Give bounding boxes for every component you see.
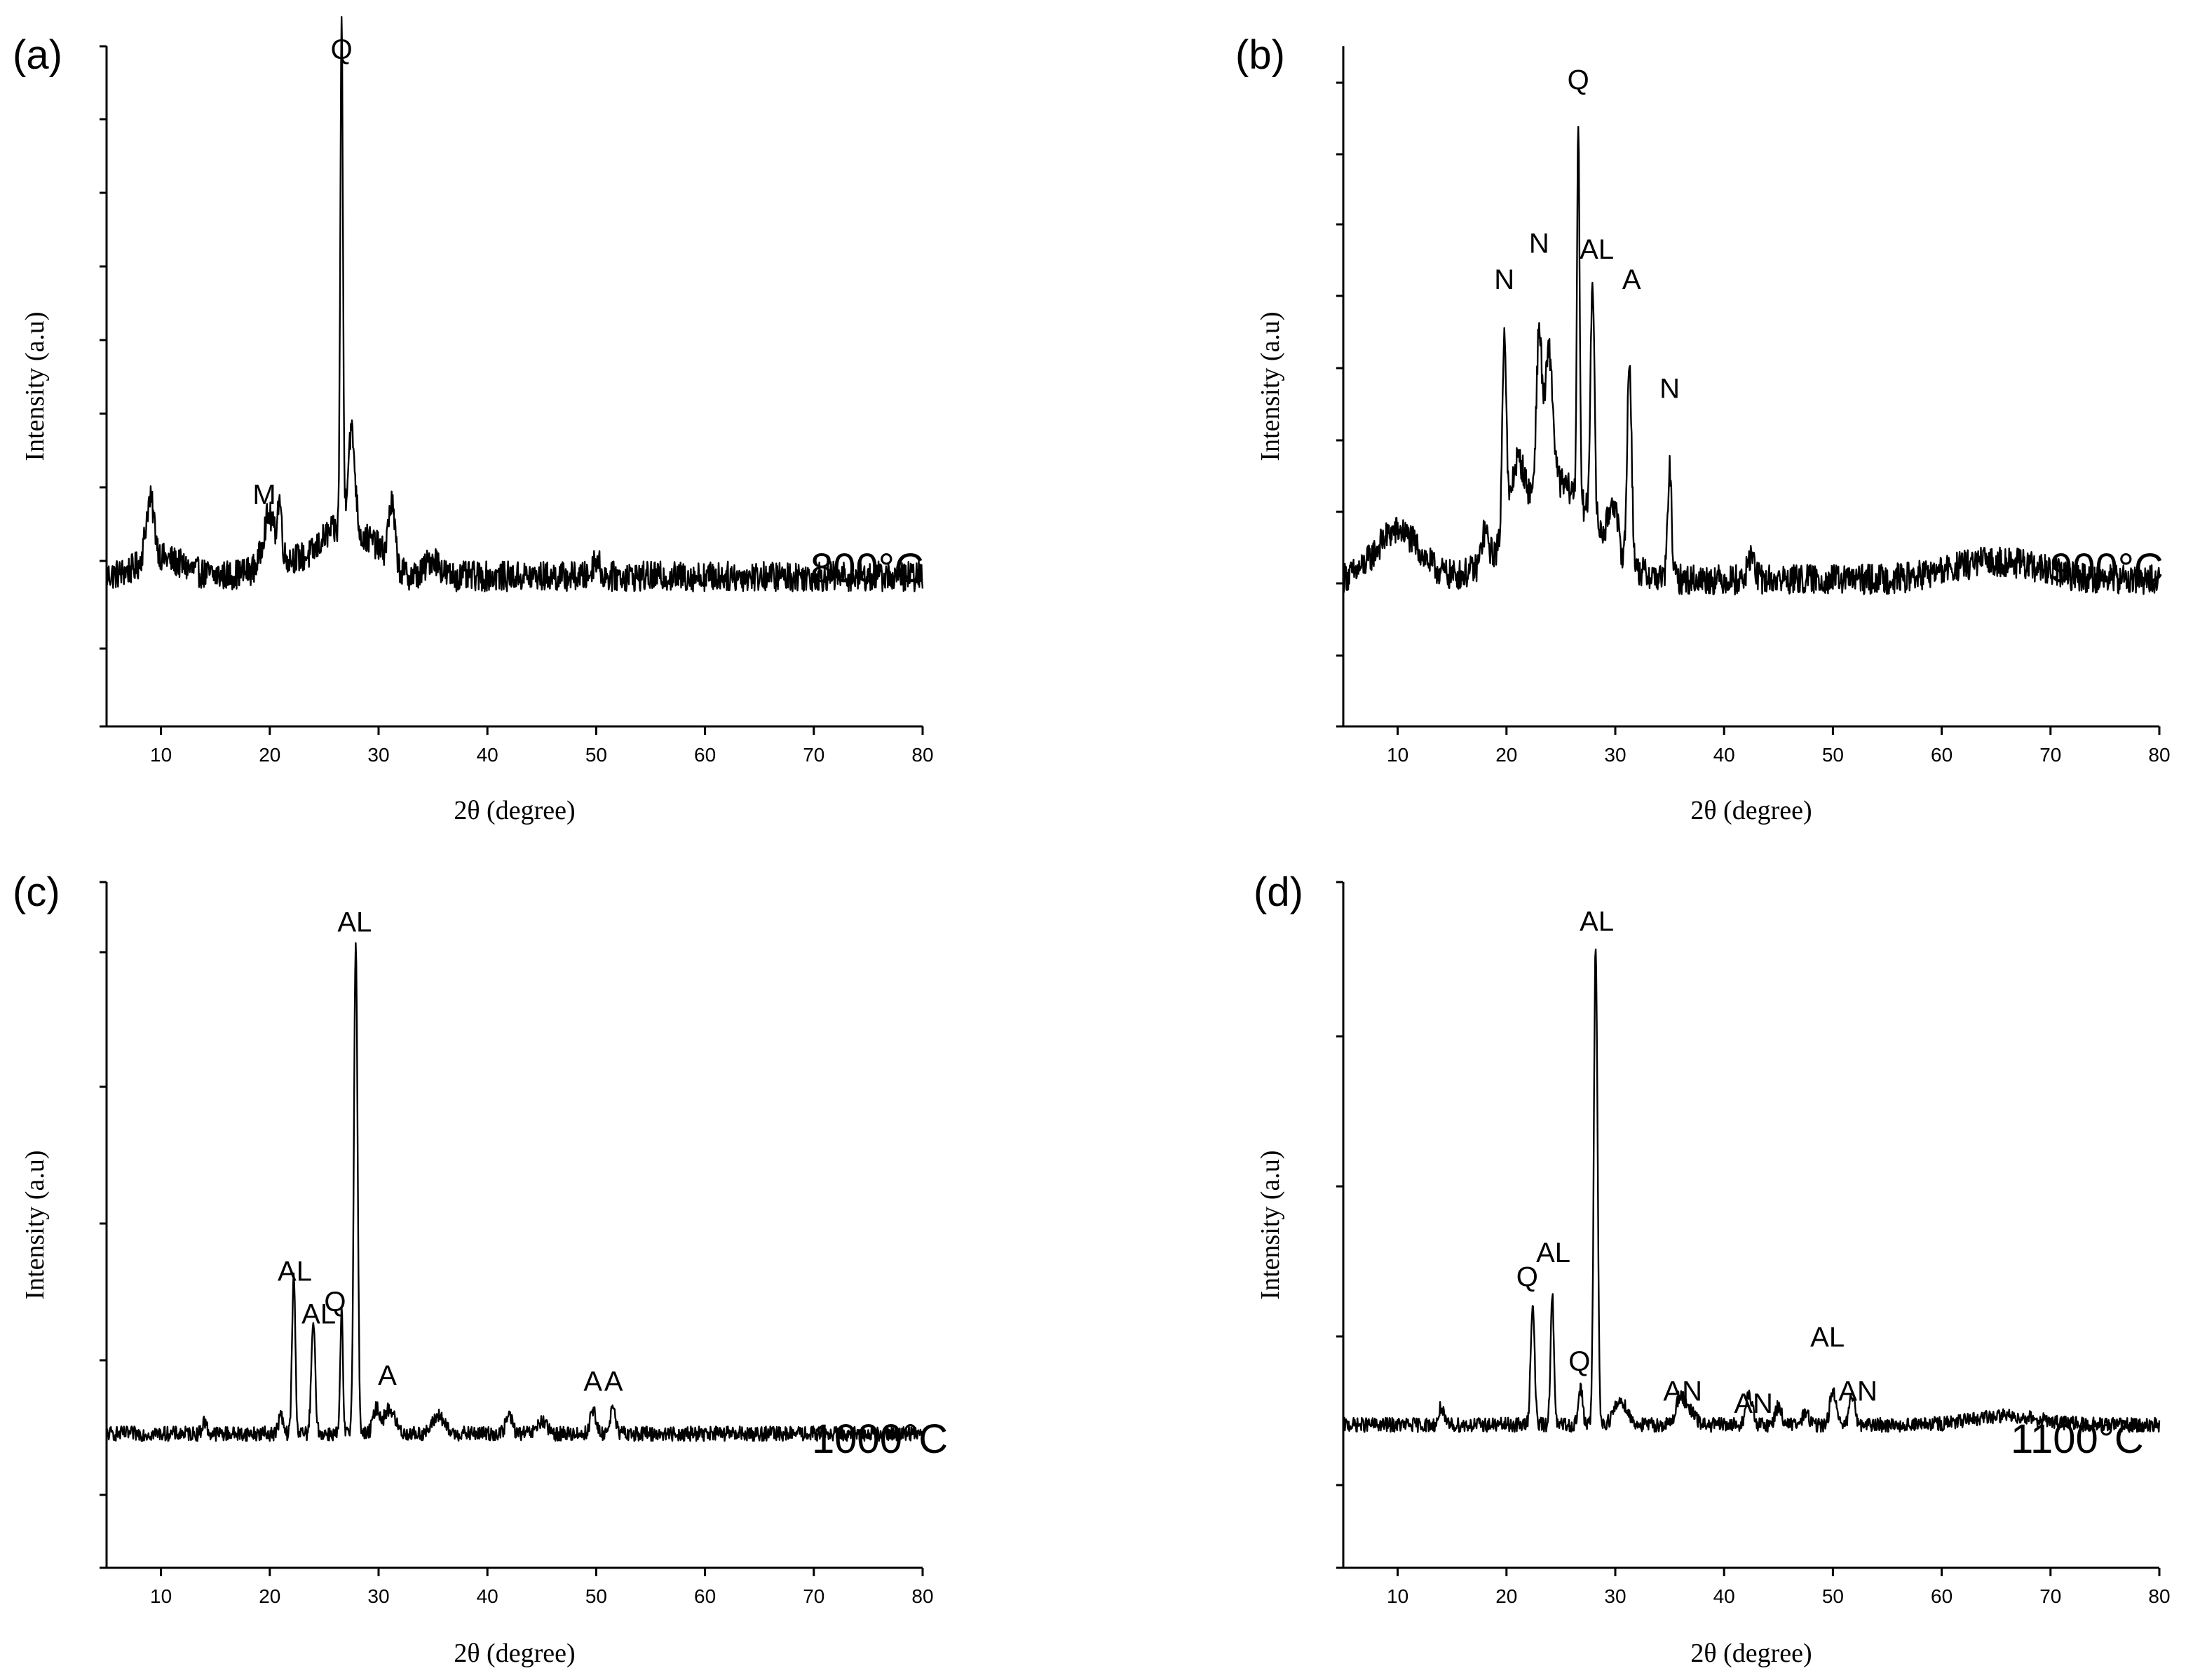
x-axis-title: 2θ (degree): [454, 1639, 575, 1668]
peak-label: N: [1659, 373, 1680, 404]
x-tick-label: 30: [1604, 1585, 1626, 1607]
x-tick-label: 10: [1387, 744, 1408, 766]
y-tick-marks: [100, 45, 107, 728]
x-tick-label: 40: [477, 1585, 498, 1607]
x-tick-label: 80: [911, 744, 933, 766]
x-tick-label: 30: [1604, 744, 1626, 766]
x-ticks: 10 20 30 40 50 60 70 80: [150, 726, 934, 766]
peak-label: N: [1529, 228, 1549, 259]
x-tick-label: 40: [1713, 744, 1735, 766]
peak-label: AL: [1580, 907, 1614, 937]
peak-label: AL: [278, 1256, 312, 1287]
x-tick-label: 20: [1495, 744, 1517, 766]
xrd-trace-900c: [1342, 126, 2161, 596]
x-tick-label: 10: [1387, 1585, 1408, 1607]
y-axis-title: Intensity (a.u): [1256, 311, 1285, 461]
x-axis-title: 2θ (degree): [1690, 1639, 1812, 1668]
peak-label: AN: [1663, 1376, 1702, 1407]
peak-label: Q: [1516, 1261, 1538, 1292]
peak-label: A: [378, 1360, 397, 1391]
panel-a: (a) 10 20 30 40 50 60 70 80 MQ 2θ (degree) Inte…: [13, 16, 934, 825]
temperature-label: 1100°C: [2011, 1416, 2144, 1462]
x-tick-label: 30: [367, 744, 389, 766]
x-tick-label: 80: [2148, 1585, 2170, 1607]
x-tick-label: 50: [1822, 1585, 1844, 1607]
peak-label: M: [252, 480, 276, 510]
panel-label: (b): [1235, 32, 1285, 78]
xrd-trace-800c: [105, 16, 924, 592]
x-tick-label: 50: [585, 1585, 607, 1607]
panel-label: (c): [13, 869, 60, 915]
x-tick-label: 50: [585, 744, 607, 766]
peak-label: AL: [1580, 234, 1614, 265]
peak-label: Q: [1568, 1346, 1590, 1377]
peak-label: A: [604, 1367, 623, 1397]
peak-label: A: [583, 1367, 602, 1397]
x-tick-label: 40: [477, 744, 498, 766]
peak-label: AN: [1838, 1376, 1877, 1407]
y-axis-title: Intensity (a.u): [1256, 1150, 1285, 1299]
x-tick-label: 20: [259, 1585, 280, 1607]
x-tick-label: 70: [2039, 1585, 2061, 1607]
x-ticks: 10 20 30 40 50 60 70 80: [1387, 1568, 2171, 1607]
temperature-label: 800°C: [810, 546, 924, 591]
peak-annotations: MQ: [252, 34, 352, 510]
xrd-trace-1100c: [1342, 948, 2161, 1433]
peak-label: Q: [1568, 65, 1589, 95]
x-tick-label: 40: [1713, 1585, 1735, 1607]
y-tick-marks: [1336, 81, 1343, 728]
x-tick-label: 60: [1931, 1585, 1953, 1607]
peak-label: N: [1494, 264, 1514, 295]
peak-label: AL: [1536, 1238, 1570, 1268]
x-ticks: 10 20 30 40 50 60 70 80: [150, 1568, 934, 1607]
x-ticks: 10 20 30 40 50 60 70 80: [1387, 726, 2171, 766]
peak-label: AL: [337, 907, 372, 938]
y-tick-marks: [100, 881, 107, 1569]
x-tick-label: 50: [1822, 744, 1844, 766]
peak-label: Q: [331, 34, 353, 65]
panel-label: (a): [13, 32, 62, 78]
x-tick-label: 10: [150, 744, 172, 766]
x-tick-label: 80: [2148, 744, 2170, 766]
y-axis-title: Intensity (a.u): [20, 1150, 50, 1299]
peak-label: AL: [1810, 1322, 1845, 1353]
temperature-label: 1000°C: [812, 1416, 948, 1462]
peak-label: AN: [1734, 1388, 1773, 1419]
x-tick-label: 60: [694, 1585, 716, 1607]
peak-label: Q: [324, 1287, 346, 1317]
y-axis-title: Intensity (a.u): [20, 311, 50, 461]
panel-label: (d): [1254, 869, 1303, 915]
x-tick-label: 70: [803, 1585, 824, 1607]
x-tick-label: 20: [1495, 1585, 1517, 1607]
x-tick-label: 60: [694, 744, 716, 766]
peak-label: AL: [301, 1299, 336, 1330]
peak-label: A: [1622, 264, 1641, 295]
x-tick-label: 80: [911, 1585, 933, 1607]
x-axis-title: 2θ (degree): [1690, 796, 1812, 825]
x-tick-label: 30: [367, 1585, 389, 1607]
x-tick-label: 20: [259, 744, 280, 766]
x-tick-label: 70: [803, 744, 824, 766]
x-tick-label: 10: [150, 1585, 172, 1607]
x-tick-label: 60: [1931, 744, 1953, 766]
y-tick-marks: [1336, 881, 1343, 1569]
x-axis-title: 2θ (degree): [454, 796, 575, 825]
xrd-trace-1000c: [106, 942, 924, 1442]
x-tick-label: 70: [2039, 744, 2061, 766]
temperature-label: 900°C: [2050, 546, 2164, 591]
